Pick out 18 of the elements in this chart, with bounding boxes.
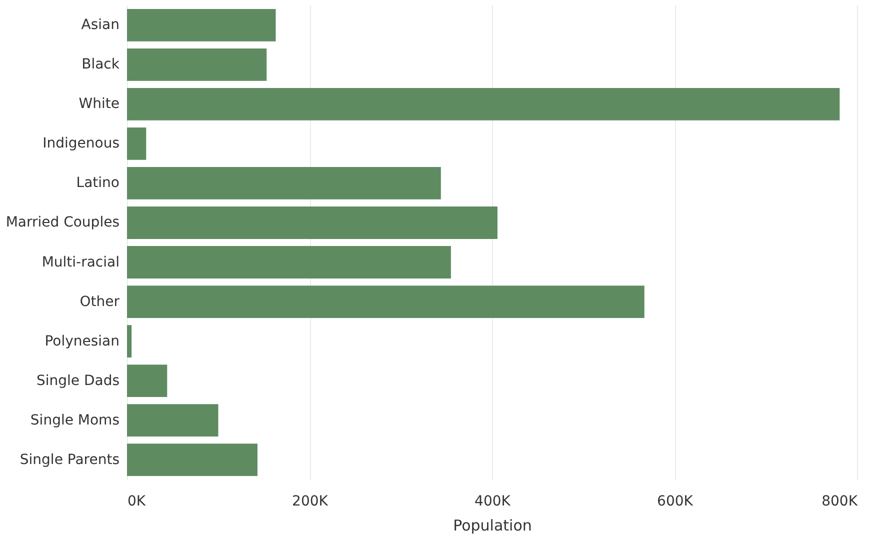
y-tick-label: Single Parents bbox=[20, 452, 120, 468]
y-tick-label: Indigenous bbox=[42, 136, 120, 152]
y-tick-label: Multi-racial bbox=[42, 254, 120, 270]
x-tick-label: 0K bbox=[128, 494, 146, 510]
x-tick-label: 400K bbox=[474, 494, 512, 510]
y-tick-label: Latino bbox=[76, 175, 120, 192]
y-tick-label: Single Dads bbox=[36, 372, 120, 389]
y-tick-label: Polynesian bbox=[44, 333, 120, 350]
y-tick-label: Married Couples bbox=[6, 214, 120, 231]
y-tick-label: Black bbox=[82, 56, 120, 73]
y-tick-label: Other bbox=[80, 294, 120, 310]
x-tick-label: 600K bbox=[657, 494, 694, 510]
x-axis-title: Population bbox=[453, 516, 532, 534]
y-tick-label: Single Moms bbox=[30, 412, 120, 428]
x-tick-label: 800K bbox=[822, 494, 858, 510]
y-tick-label: Asian bbox=[81, 17, 120, 34]
y-tick-label: White bbox=[78, 96, 120, 112]
x-tick-label: 200K bbox=[292, 494, 329, 510]
